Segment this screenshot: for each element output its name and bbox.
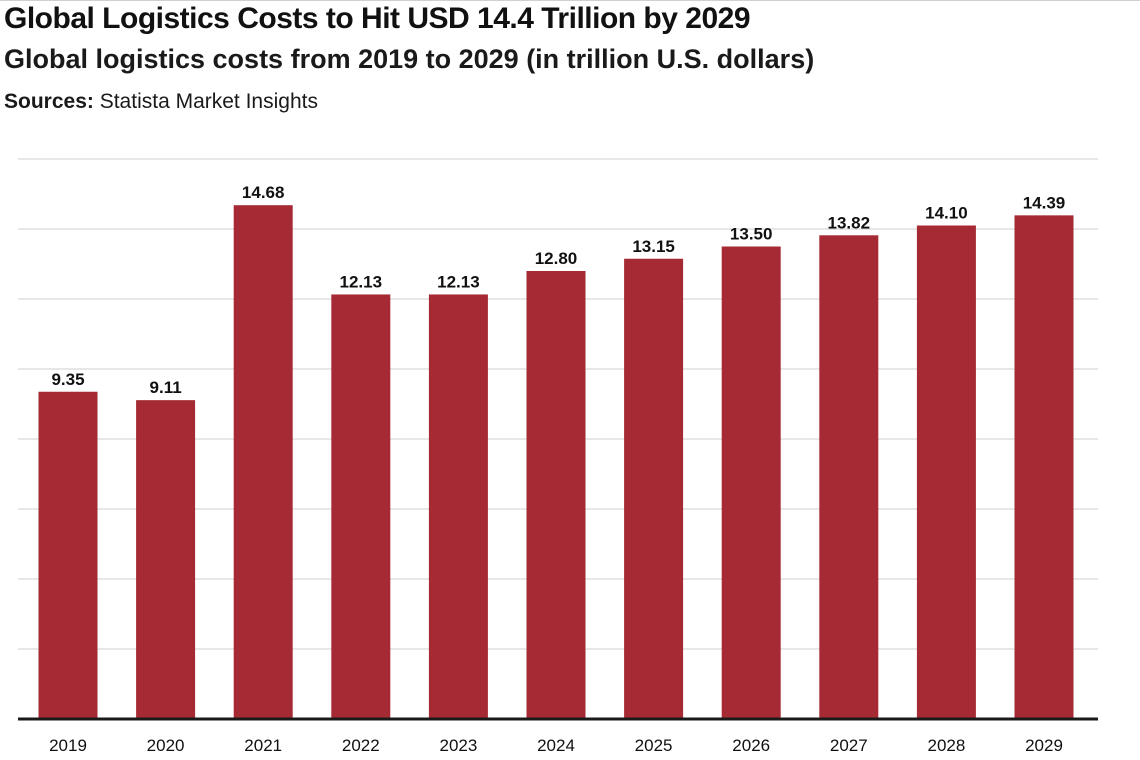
data-label-2027: 13.82 xyxy=(828,213,871,232)
bar-2028 xyxy=(916,225,976,719)
x-tick-label: 2026 xyxy=(732,736,770,755)
data-label-2020: 9.11 xyxy=(150,378,182,397)
x-tick-label: 2019 xyxy=(49,736,87,755)
x-tick-label: 2028 xyxy=(927,736,965,755)
bars xyxy=(38,205,1074,720)
data-label-2024: 12.80 xyxy=(535,249,578,268)
chart-title: Global Logistics Costs to Hit USD 14.4 T… xyxy=(4,2,751,35)
bar-2021 xyxy=(233,205,293,719)
data-label-2026: 13.50 xyxy=(730,225,773,244)
bar-2019 xyxy=(38,391,98,719)
x-tick-label: 2022 xyxy=(342,736,380,755)
bar-2027 xyxy=(819,235,879,720)
x-tick-label: 2021 xyxy=(244,736,282,755)
top-rule xyxy=(0,0,1140,1)
sources-text: Statista Market Insights xyxy=(93,90,318,113)
bar-2029 xyxy=(1014,215,1074,719)
x-tick-label: 2023 xyxy=(439,736,477,755)
sources-label: Sources: xyxy=(4,90,94,113)
x-tick-label: 2029 xyxy=(1025,736,1063,755)
data-label-2019: 9.35 xyxy=(51,370,84,389)
x-tick-labels: 2019 2020 2021 2022 2023 2024 2025 2026 2027 2028… xyxy=(49,736,1063,755)
x-tick-label: 2024 xyxy=(537,736,575,755)
data-labels: 9.35 9.11 14.68 12.13 12.13 12.80 13.15 13.50 13… xyxy=(51,183,1065,397)
bar-2026 xyxy=(721,246,781,719)
bar-2023 xyxy=(428,294,488,719)
bar-2022 xyxy=(331,294,391,719)
x-tick-label: 2025 xyxy=(635,736,673,755)
data-label-2029: 14.39 xyxy=(1023,193,1066,212)
bar-2020 xyxy=(136,400,196,719)
chart-subtitle: Global logistics costs from 2019 to 2029… xyxy=(4,44,815,74)
x-tick-label: 2027 xyxy=(830,736,868,755)
data-label-2028: 14.10 xyxy=(925,204,968,223)
data-label-2021: 14.68 xyxy=(242,183,285,202)
data-label-2022: 12.13 xyxy=(340,272,383,291)
data-label-2023: 12.13 xyxy=(437,272,480,291)
sources-line: Sources: Statista Market Insights xyxy=(4,90,318,114)
data-label-2025: 13.15 xyxy=(632,237,675,256)
bar-2024 xyxy=(526,271,586,719)
bar-2025 xyxy=(624,258,684,719)
x-tick-label: 2020 xyxy=(147,736,185,755)
